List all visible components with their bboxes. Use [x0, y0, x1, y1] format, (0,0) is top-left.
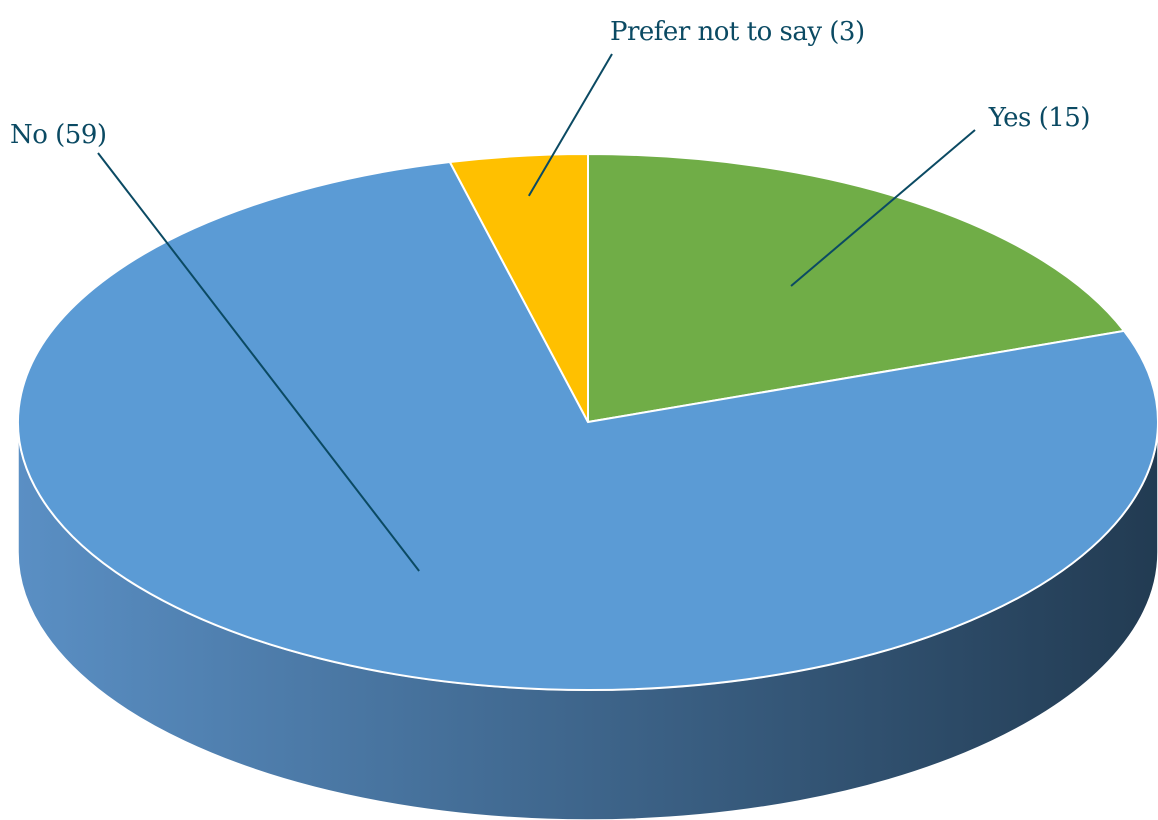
slice-label-yes: Yes (15)	[988, 103, 1090, 133]
leader-line-yes	[790, 129, 976, 287]
slice-label-no: No (59)	[10, 120, 107, 150]
leader-lines	[97, 53, 976, 572]
pie-slice-yes	[587, 152, 1126, 424]
leader-line-no	[97, 152, 420, 572]
pie-slice-prefer-not-to-say	[448, 152, 589, 423]
pie-slice-no	[17, 160, 1158, 691]
slice-label-prefer-not-to-say: Prefer not to say (3)	[610, 17, 865, 47]
slice-labels: Yes (15) No (59) Prefer not to say (3)	[10, 17, 1091, 150]
pie-slices	[17, 152, 1158, 691]
leader-line-prefer-not-to-say	[527, 53, 613, 197]
